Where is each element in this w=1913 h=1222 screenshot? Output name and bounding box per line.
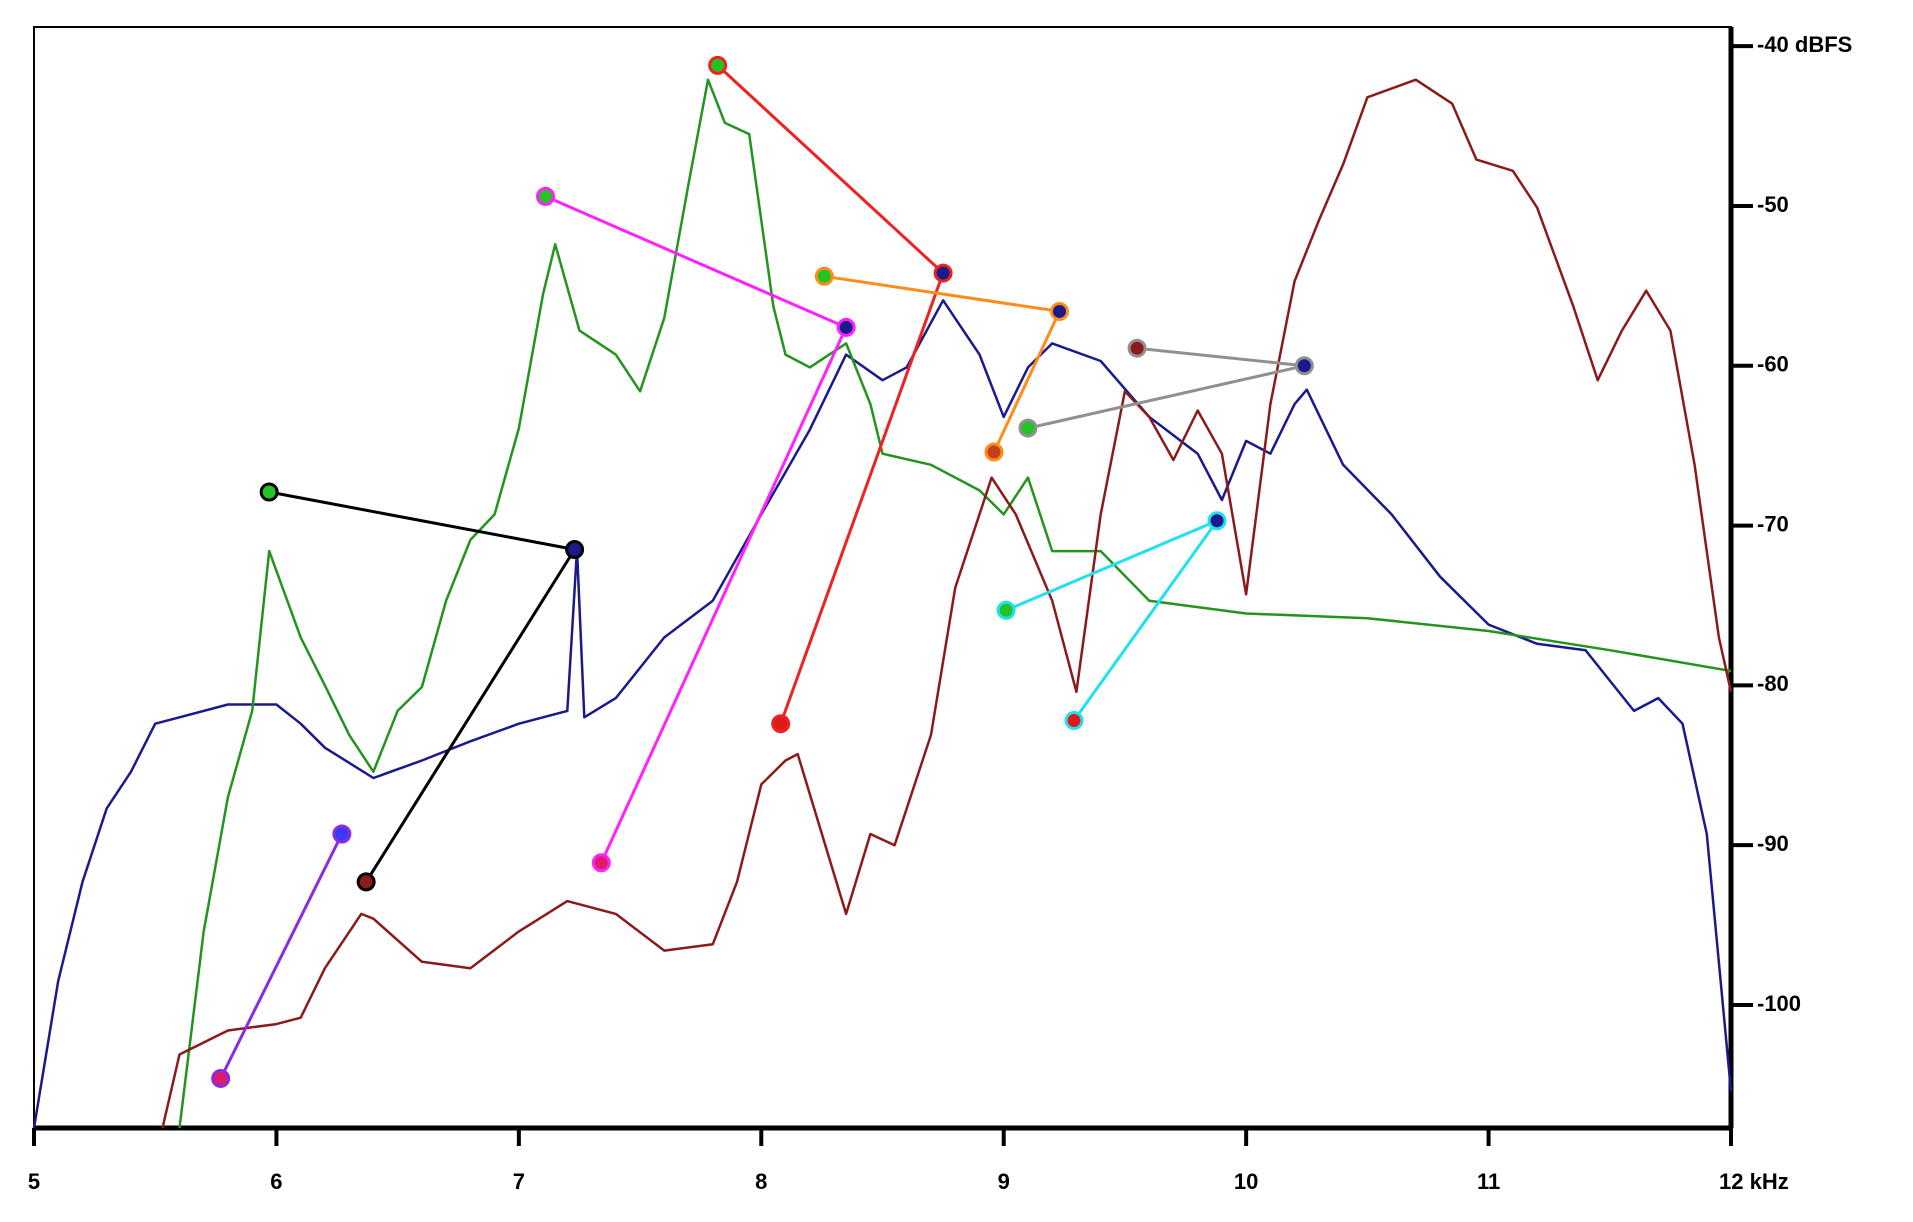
x-tick-label: 6 [270,1169,282,1194]
y-tick-label: -50 [1757,192,1789,217]
connector-line [219,833,344,1080]
connector-point [1064,711,1084,731]
connector-point [1127,338,1147,358]
spectrum-line [32,299,1733,1129]
connector-point [933,263,953,283]
connector-point [1207,511,1227,531]
connector-point [211,1068,231,1088]
x-tick-label: 8 [755,1169,767,1194]
connector-point [332,824,352,844]
connector-point [708,55,728,75]
y-tick-label: -60 [1757,352,1789,377]
plot-frame [33,26,1732,1129]
x-tick-label: 5 [28,1169,40,1194]
y-tick-label: -100 [1757,991,1801,1016]
connector-point [356,872,376,892]
y-tick-label: -90 [1757,831,1789,856]
connector-point [1294,356,1314,376]
spectrum-line [178,78,1732,1129]
x-tick-label: 7 [513,1169,525,1194]
connector-point [259,482,279,502]
connector-point [565,540,585,560]
connector-point [814,266,834,286]
connector-point [1049,301,1069,321]
spectrum-line [161,78,1733,1129]
connector-point [771,714,791,734]
connector-point [984,442,1004,462]
x-tick-label: 10 [1234,1169,1258,1194]
connector-point [591,853,611,873]
connector-point [996,600,1016,620]
x-tick-label: 12 kHz [1719,1169,1789,1194]
connector-point [1018,418,1038,438]
connector-point [836,317,856,337]
connector-point [536,186,556,206]
x-tick-label: 11 [1477,1169,1500,1194]
y-tick-label: -80 [1757,671,1789,696]
x-tick-label: 9 [998,1169,1010,1194]
y-tick-label: -40 dBFS [1757,32,1852,57]
y-tick-label: -70 [1757,511,1789,536]
